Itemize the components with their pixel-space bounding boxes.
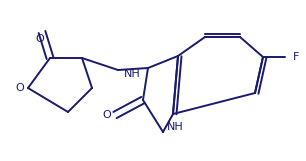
- Text: NH: NH: [124, 69, 141, 79]
- Text: NH: NH: [167, 122, 184, 132]
- Text: O: O: [35, 34, 44, 44]
- Text: F: F: [293, 52, 299, 62]
- Text: O: O: [103, 110, 111, 120]
- Text: O: O: [16, 83, 24, 93]
